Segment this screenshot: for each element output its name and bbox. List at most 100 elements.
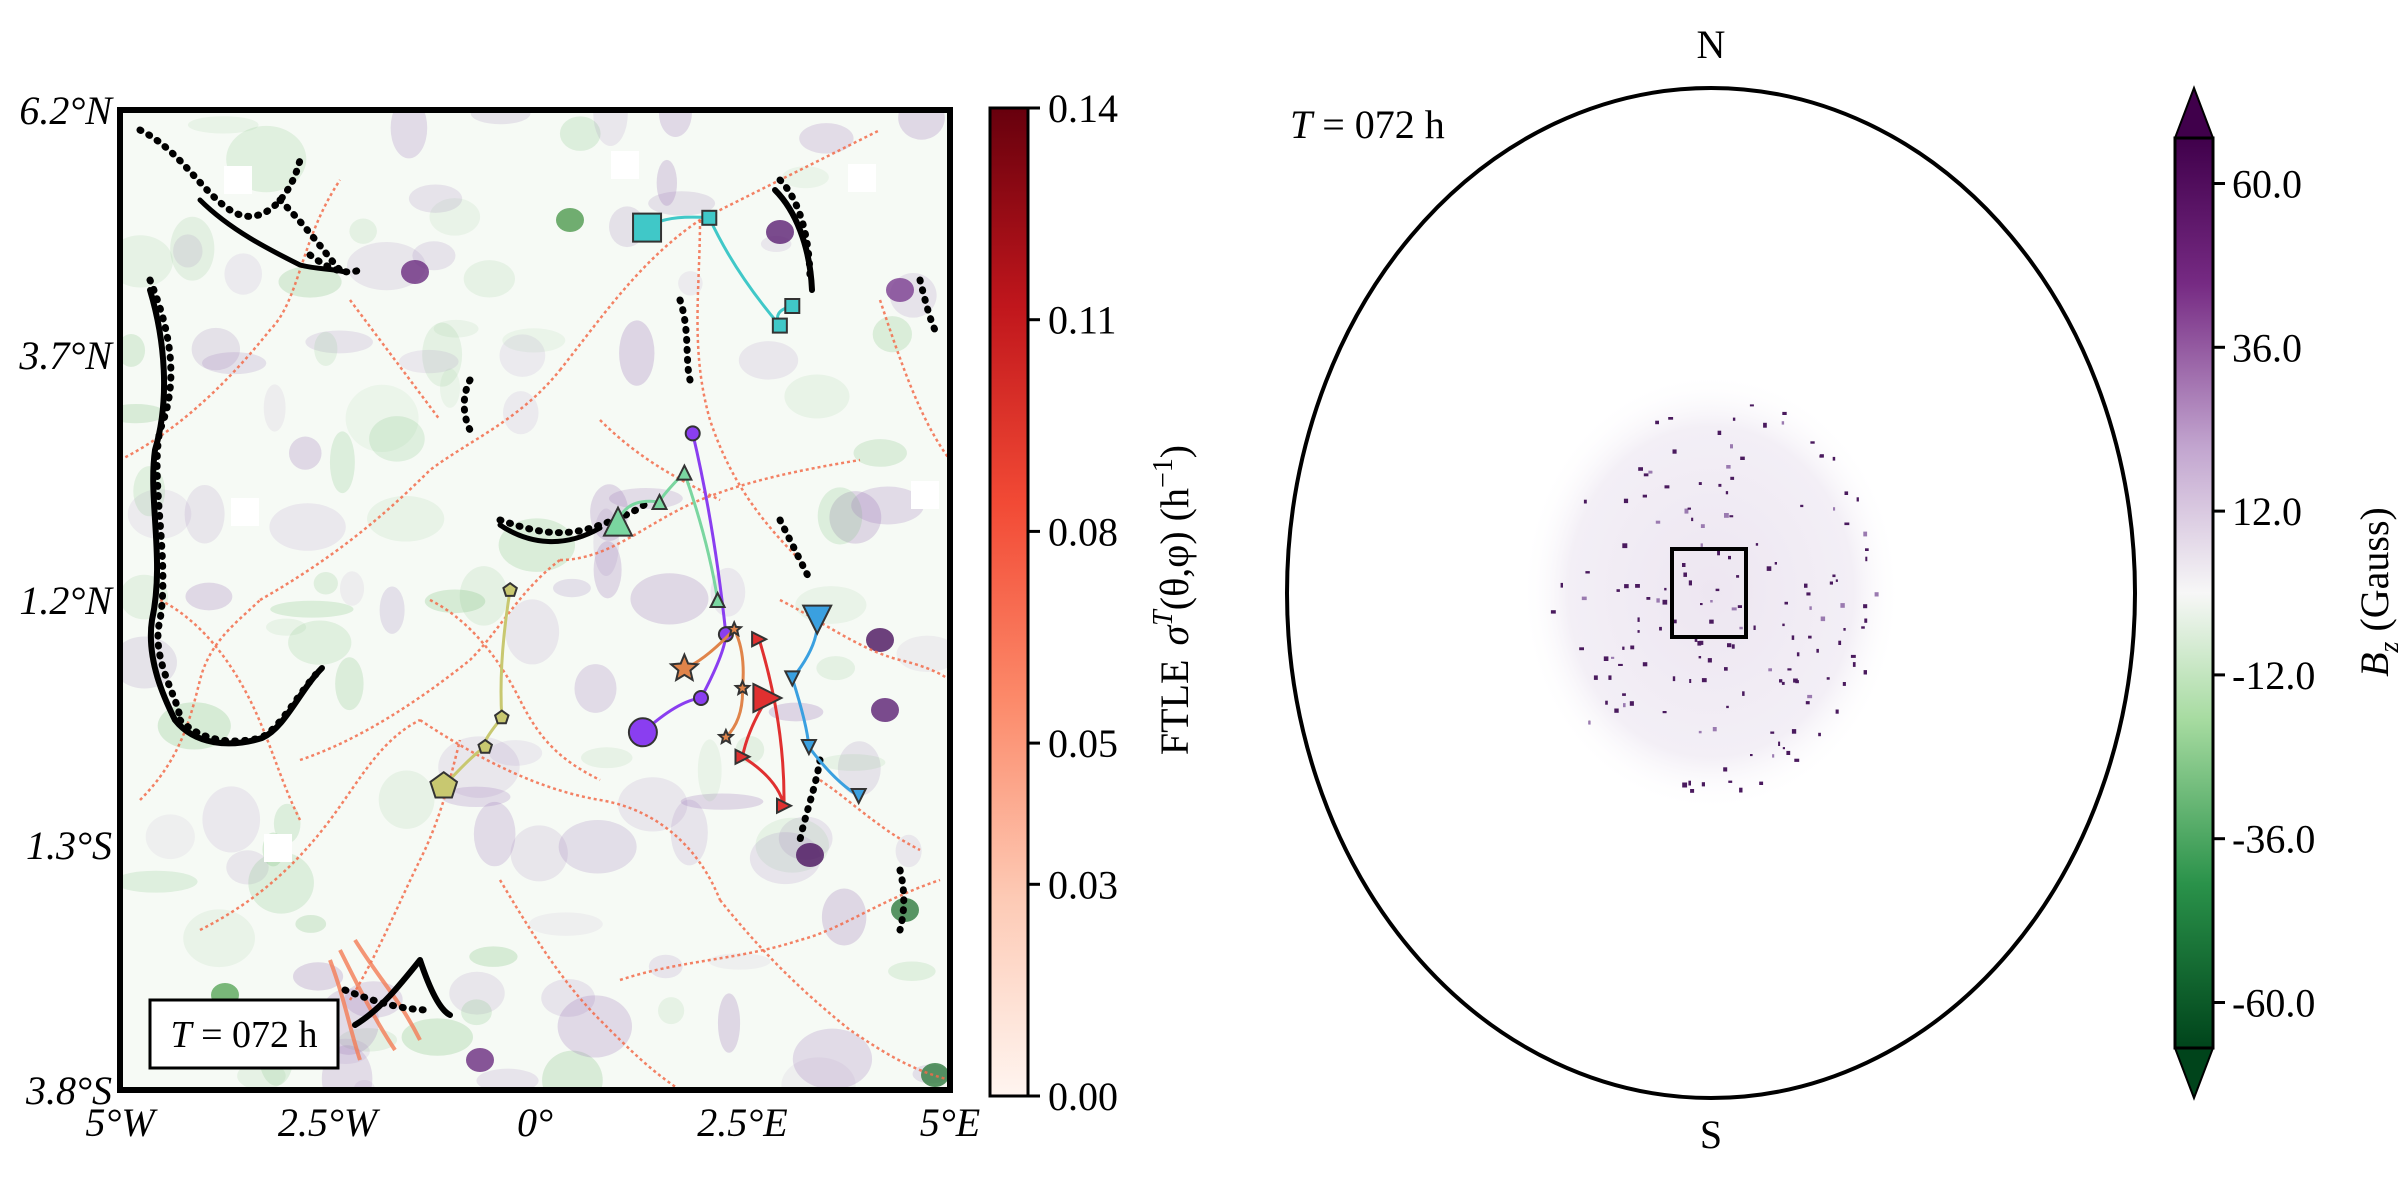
trajectory-marker-triangle-down xyxy=(850,788,868,806)
magnetic-speck xyxy=(1865,556,1868,562)
texture-patch xyxy=(226,850,269,885)
magnetic-speck xyxy=(1784,601,1788,605)
magnetic-speck xyxy=(1739,787,1743,793)
magnetic-speck xyxy=(1725,491,1729,495)
texture-patch xyxy=(816,656,856,681)
mask-patch xyxy=(224,166,252,194)
trajectory-marker-square xyxy=(771,317,788,334)
trajectory-marker-pentagon xyxy=(493,709,510,725)
bz-colorbar-label: Bz (Gauss) xyxy=(2352,507,2400,677)
magnetic-speck xyxy=(1818,732,1821,737)
magnetic-speck xyxy=(1700,524,1705,528)
texture-patch xyxy=(895,834,922,868)
magnetic-speck xyxy=(1843,628,1846,631)
magnetic-speck xyxy=(1698,730,1702,734)
texture-patch xyxy=(473,801,516,867)
magnetic-speck xyxy=(1786,750,1791,755)
map-x-tick-label: 2.5°E xyxy=(697,1100,787,1145)
texture-patch xyxy=(269,503,346,551)
ftle-ridge xyxy=(559,458,861,562)
strong-ridge xyxy=(460,376,474,434)
map-y-tick-label: 1.2°N xyxy=(19,578,114,623)
texture-patch xyxy=(541,978,596,1017)
magnetic-speck xyxy=(1835,579,1838,582)
texture-patch xyxy=(145,814,195,860)
ftle-colorbar: 0.00 0.03 0.05 0.08 0.11 0.14 FTLE σT(θ,φ) (h−… xyxy=(988,86,1197,1119)
texture-patch xyxy=(183,909,255,968)
magnetic-speck xyxy=(1637,630,1640,633)
magnetic-speck xyxy=(1635,584,1640,588)
magnetic-speck xyxy=(1717,551,1720,556)
magnetic-speck xyxy=(1781,421,1785,425)
trajectory xyxy=(627,425,734,748)
north-label: N xyxy=(1697,22,1726,67)
magnetic-speck xyxy=(1800,504,1804,508)
trajectory-path xyxy=(646,215,793,327)
magnetic-speck xyxy=(1622,543,1628,549)
bz-colorbar-ticks: 60.0 36.0 12.0 -12.0 -36.0 -60.0 xyxy=(2213,162,2315,1026)
bz-colorbar-gradient xyxy=(2173,136,2215,1050)
texture-patch xyxy=(266,618,307,636)
strong-flux-patch xyxy=(796,843,824,867)
magnetic-speck xyxy=(1583,499,1587,504)
map-x-ticks: 5°W 2.5°W 0° 2.5°E 5°E xyxy=(85,1100,980,1145)
magnetic-speck xyxy=(1611,656,1615,659)
magnetic-speck xyxy=(1791,635,1795,640)
bz-tick-label: -60.0 xyxy=(2232,981,2315,1026)
texture-patch xyxy=(120,870,198,893)
texture-patch xyxy=(470,110,531,125)
strong-ridge xyxy=(776,516,814,584)
strong-flux-patch xyxy=(556,208,584,232)
bz-label-unit: (Gauss) xyxy=(2352,507,2397,641)
ftle-label-symbol: σ xyxy=(1152,625,1197,646)
strong-ridge-solid xyxy=(147,287,325,747)
magnetic-speck xyxy=(1662,599,1668,605)
magnetic-speck xyxy=(1698,656,1702,659)
magnetic-speck xyxy=(1844,522,1850,526)
magnetic-speck xyxy=(1731,644,1735,649)
ftle-ridge xyxy=(619,878,941,982)
texture-patch xyxy=(782,166,829,189)
magnetic-speck xyxy=(1691,517,1694,522)
magnetic-speck xyxy=(1726,705,1729,709)
map-y-tick-label: 3.8°S xyxy=(25,1068,112,1113)
magnetic-speck xyxy=(1664,587,1667,591)
magnetic-speck xyxy=(1740,456,1745,460)
magnetic-speck xyxy=(1782,411,1787,415)
map-y-tick-label: 1.3°S xyxy=(26,823,112,868)
magnetic-speck xyxy=(1710,600,1713,603)
magnetic-speck xyxy=(1829,581,1833,585)
texture-patch xyxy=(187,116,259,134)
magnetic-speck xyxy=(1646,597,1651,600)
ftle-ridge xyxy=(349,299,442,421)
magnetic-speck xyxy=(1579,647,1584,651)
texture-patch xyxy=(837,741,881,796)
trajectory-marker-square xyxy=(632,212,663,243)
disk-time-symbol: T xyxy=(1290,102,1315,147)
magnetic-speck xyxy=(1832,456,1836,461)
texture-patch xyxy=(401,1018,473,1056)
magnetic-speck xyxy=(1656,598,1660,603)
bz-label-symbol: B xyxy=(2352,652,2397,676)
magnetic-speck xyxy=(1581,596,1587,601)
texture-patch xyxy=(717,993,741,1053)
magnetic-speck xyxy=(1717,430,1722,435)
map-y-ticks: 6.2°N 3.7°N 1.2°N 1.3°S 3.8°S xyxy=(18,88,114,1113)
trajectory-marker-square xyxy=(701,209,718,226)
bz-tick-label: 60.0 xyxy=(2232,162,2302,207)
ftle-tick-label: 0.11 xyxy=(1048,298,1117,343)
texture-patch xyxy=(617,777,688,832)
texture-patch xyxy=(630,573,709,625)
strong-flux-patch xyxy=(921,1063,949,1087)
texture-patch xyxy=(489,740,543,766)
texture-patch xyxy=(248,852,314,914)
strong-ridge xyxy=(676,296,694,384)
trajectory-marker-triangle-right xyxy=(751,630,769,648)
texture-patch xyxy=(293,962,344,991)
trajectory xyxy=(734,630,794,815)
magnetic-speck xyxy=(1806,592,1811,596)
magnetic-speck xyxy=(1819,454,1824,458)
strong-ridge xyxy=(896,866,908,934)
texture-patch xyxy=(738,341,799,380)
